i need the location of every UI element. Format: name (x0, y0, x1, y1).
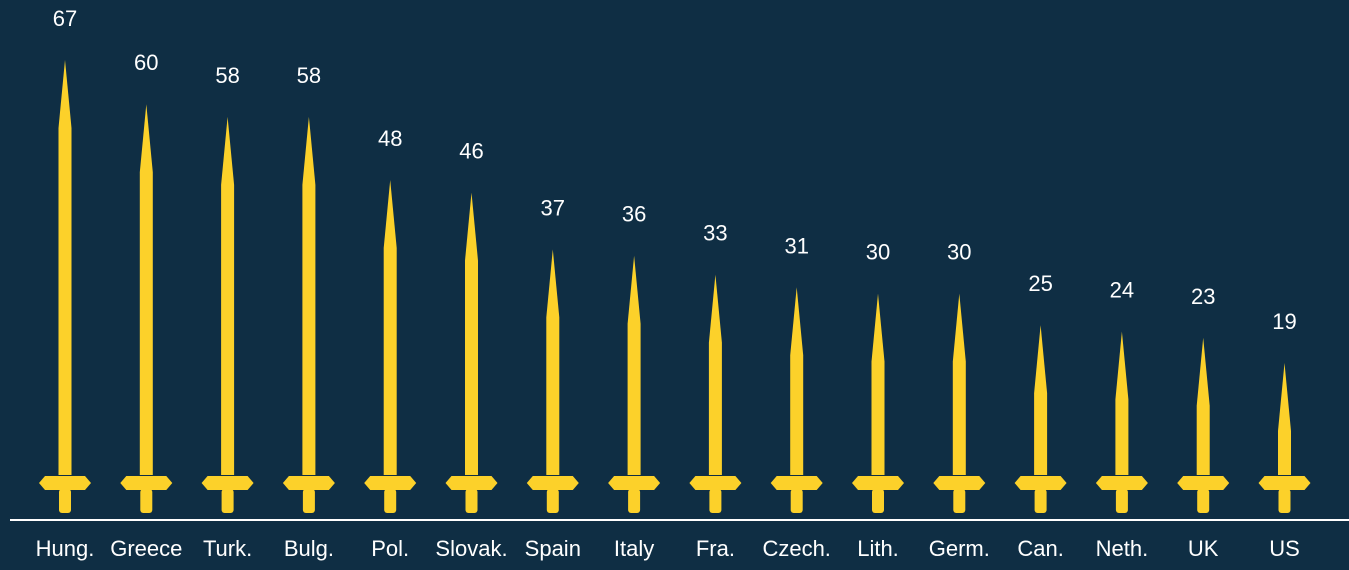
category-label: Slovak. (435, 536, 507, 561)
sword-bar-can (1014, 325, 1067, 513)
sword-bar-fra (689, 274, 742, 513)
bar-guard (120, 476, 173, 490)
bar-hilt (546, 489, 559, 513)
bar-hilt (1278, 489, 1291, 513)
category-label: Bulg. (284, 536, 334, 561)
bar-hilt (140, 489, 153, 513)
bar-blade (383, 179, 397, 475)
bar-blade (1196, 337, 1210, 475)
bar-hilt (302, 489, 315, 513)
bar-hilt (872, 489, 884, 513)
bar-guard (1177, 476, 1230, 490)
category-label: Neth. (1096, 536, 1149, 561)
value-label: 25 (1028, 271, 1052, 296)
bar-guard (689, 476, 742, 490)
sword-bar-uk (1177, 337, 1230, 513)
value-label: 60 (134, 50, 158, 75)
bar-guard (852, 476, 904, 490)
sword-bar-bulg (282, 116, 335, 513)
bar-guard (608, 476, 661, 490)
value-label: 31 (784, 233, 808, 258)
category-label: Pol. (371, 536, 409, 561)
bar-guard (39, 476, 91, 490)
sword-bar-germ (933, 293, 986, 513)
value-label: 24 (1110, 277, 1134, 302)
bar-blade (790, 287, 804, 475)
value-label: 36 (622, 202, 646, 227)
sword-bar-hung (39, 60, 91, 513)
bar-hilt (59, 489, 71, 513)
value-label: 23 (1191, 284, 1215, 309)
sword-bar-turk (201, 116, 254, 513)
category-label: Lith. (857, 536, 899, 561)
bar-hilt (465, 489, 478, 513)
category-label: Hung. (36, 536, 95, 561)
bar-blade (1278, 363, 1291, 475)
value-label: 19 (1272, 309, 1296, 334)
bar-guard (933, 476, 986, 490)
bar-guard (445, 476, 498, 490)
category-label: Greece (110, 536, 182, 561)
bar-blade (952, 293, 966, 475)
value-label: 33 (703, 221, 727, 246)
bar-hilt (790, 489, 803, 513)
bar-guard (282, 476, 335, 490)
value-label: 67 (53, 6, 77, 31)
bar-guard (770, 476, 823, 490)
value-label: 37 (541, 195, 565, 220)
bar-hilt (1197, 489, 1210, 513)
category-label: Spain (525, 536, 581, 561)
bar-blade (871, 293, 885, 475)
bar-guard (1258, 476, 1311, 490)
sword-bar-slovak (445, 192, 498, 513)
category-label: Can. (1017, 536, 1063, 561)
sword-bar-lith (852, 293, 904, 513)
category-label: US (1269, 536, 1300, 561)
value-label: 30 (866, 240, 890, 265)
bar-guard (526, 476, 579, 490)
bar-blade (139, 104, 153, 475)
bar-blade (1115, 331, 1129, 475)
sword-bar-neth (1095, 331, 1148, 513)
value-label: 30 (947, 240, 971, 265)
bar-guard (1095, 476, 1148, 490)
bar-hilt (384, 489, 397, 513)
bar-blade (221, 116, 235, 475)
bar-guard (1014, 476, 1067, 490)
bar-hilt (628, 489, 641, 513)
bar-hilt (709, 489, 722, 513)
category-label: Turk. (203, 536, 252, 561)
bar-blade (1034, 325, 1048, 475)
bar-blade (708, 274, 722, 475)
sword-bar-us (1258, 363, 1311, 513)
bar-guard (364, 476, 417, 490)
bar-hilt (1115, 489, 1128, 513)
sword-bar-czech (770, 287, 823, 513)
sword-bar-greece (120, 104, 173, 513)
category-label: Fra. (696, 536, 735, 561)
sword-bar-italy (608, 255, 661, 513)
bar-blade (627, 255, 641, 475)
category-label: Germ. (929, 536, 990, 561)
value-label: 58 (215, 63, 239, 88)
value-label: 48 (378, 126, 402, 151)
value-label: 58 (297, 63, 321, 88)
bar-hilt (1034, 489, 1047, 513)
bar-blade (546, 249, 560, 475)
category-label: Italy (614, 536, 654, 561)
bar-blade (58, 60, 72, 475)
bar-hilt (953, 489, 966, 513)
value-label: 46 (459, 139, 483, 164)
bar-blade (465, 192, 478, 475)
bar-hilt (221, 489, 234, 513)
sword-bar-pol (364, 179, 417, 513)
category-label: UK (1188, 536, 1219, 561)
sword-bar-spain (526, 249, 579, 513)
category-label: Czech. (762, 536, 830, 561)
bar-guard (201, 476, 254, 490)
bar-blade (302, 116, 316, 475)
